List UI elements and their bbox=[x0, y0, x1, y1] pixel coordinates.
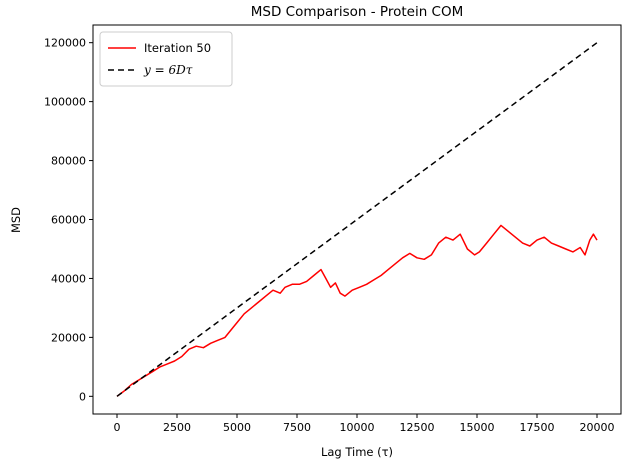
y-tick-label: 80000 bbox=[51, 155, 86, 168]
legend-label-1: y = 6Dτ bbox=[143, 63, 193, 77]
chart-title: MSD Comparison - Protein COM bbox=[251, 4, 464, 20]
legend-box bbox=[99, 31, 233, 87]
y-tick-label: 120000 bbox=[44, 37, 86, 50]
x-axis-label: Lag Time (τ) bbox=[321, 445, 393, 459]
x-tick-label: 17500 bbox=[520, 421, 555, 434]
y-axis-label: MSD bbox=[9, 207, 23, 233]
y-tick-label: 20000 bbox=[51, 331, 86, 344]
x-axis: 0 2500 5000 7500 10000 12500 15000 17500 20000 bbox=[114, 414, 615, 434]
x-tick-label: 10000 bbox=[340, 421, 375, 434]
legend-label-0: Iteration 50 bbox=[144, 41, 211, 55]
x-tick-label: 2500 bbox=[163, 421, 191, 434]
y-tick-label: 40000 bbox=[51, 272, 86, 285]
x-tick-label: 7500 bbox=[283, 421, 311, 434]
x-tick-label: 15000 bbox=[460, 421, 495, 434]
x-tick-label: 20000 bbox=[580, 421, 615, 434]
legend: Iteration 50 y = 6Dτ bbox=[99, 31, 233, 87]
x-tick-label: 5000 bbox=[223, 421, 251, 434]
y-tick-label: 100000 bbox=[44, 96, 86, 109]
series-line-1 bbox=[116, 42, 598, 397]
x-tick-label: 0 bbox=[114, 421, 121, 434]
x-tick-label: 12500 bbox=[400, 421, 435, 434]
y-tick-label: 60000 bbox=[51, 214, 86, 227]
y-axis: 0 20000 40000 60000 80000 100000 120000 bbox=[44, 37, 93, 403]
series-line-0 bbox=[116, 224, 598, 397]
series-layer bbox=[116, 42, 598, 397]
y-tick-label: 0 bbox=[79, 390, 86, 403]
